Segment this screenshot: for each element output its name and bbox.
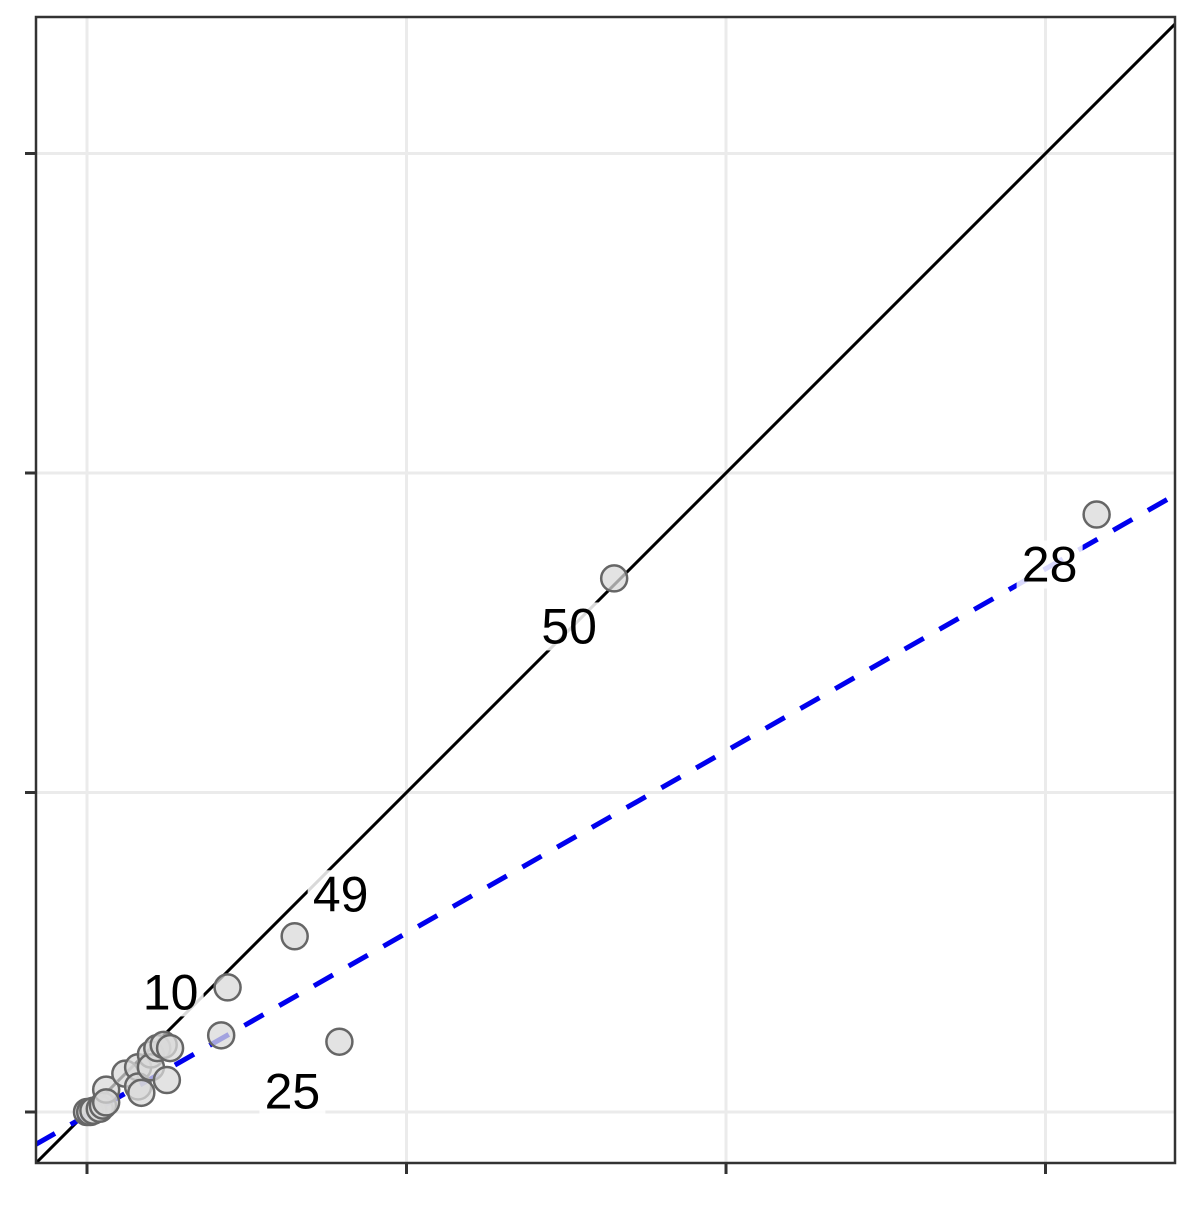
data-point: [91, 1088, 121, 1117]
data-point: [599, 564, 629, 593]
data-point: [280, 922, 309, 951]
point-label: 10: [143, 964, 199, 1020]
data-point: [1082, 500, 1111, 529]
point-label-bg: [1016, 540, 1083, 589]
data-point: [152, 1065, 182, 1095]
point-label: 50: [541, 598, 597, 654]
point-label-bg: [536, 602, 603, 651]
data-point: [127, 1078, 156, 1108]
point-label: 28: [1022, 537, 1078, 593]
identity-line: [36, 21, 1175, 1163]
data-point: [325, 1027, 354, 1056]
point-label-bg: [259, 1067, 326, 1116]
point-label: 25: [265, 1064, 321, 1120]
data-point: [155, 1033, 185, 1063]
data-point: [206, 1021, 236, 1050]
point-label-bg: [307, 870, 374, 919]
point-label-bg: [137, 968, 204, 1017]
panel-border: [34, 15, 1177, 1165]
data-point: [213, 973, 242, 1002]
point-label: 49: [313, 866, 369, 922]
